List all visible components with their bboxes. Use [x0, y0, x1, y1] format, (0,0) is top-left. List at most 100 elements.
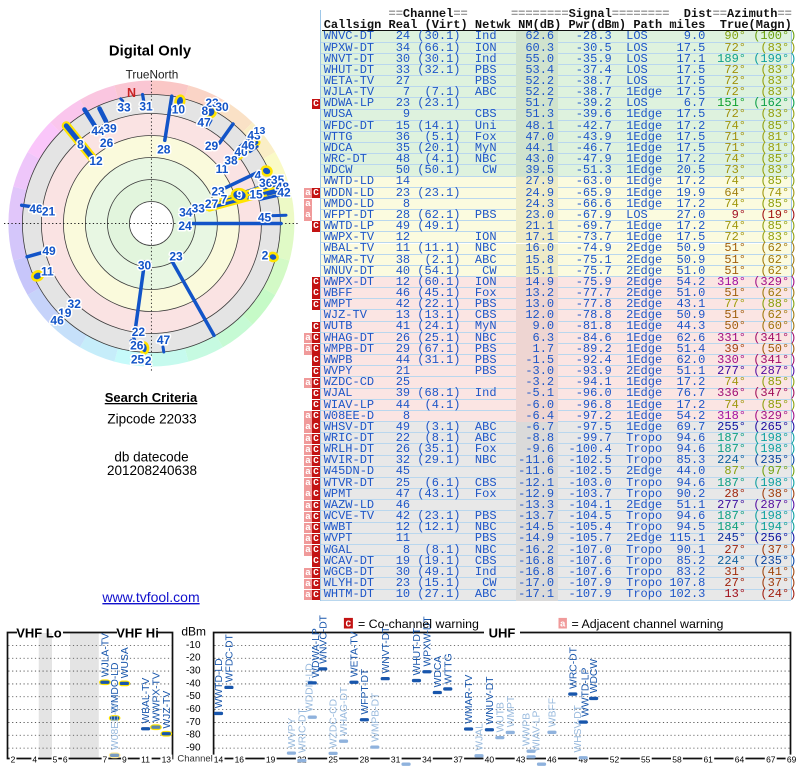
svg-text:47: 47	[157, 333, 171, 347]
svg-text:30: 30	[215, 100, 229, 114]
svg-text:25: 25	[328, 754, 338, 764]
svg-text:-90: -90	[186, 743, 201, 754]
svg-text:WRC-DT: WRC-DT	[568, 646, 579, 688]
svg-text:WWPB: WWPB	[522, 713, 533, 746]
svg-text:46: 46	[29, 202, 43, 216]
svg-text:WNVC-DT: WNVC-DT	[318, 614, 329, 663]
svg-text:Channel: Channel	[177, 754, 212, 765]
svg-text:WUTB: WUTB	[495, 702, 506, 732]
svg-text:WETA-TV: WETA-TV	[350, 631, 361, 677]
svg-text:28: 28	[157, 143, 171, 157]
svg-text:48: 48	[276, 180, 290, 194]
svg-text:36: 36	[259, 176, 273, 190]
svg-text:13: 13	[162, 754, 172, 764]
svg-text:WUSA: WUSA	[120, 647, 131, 678]
svg-text:WHSV-DT: WHSV-DT	[573, 704, 584, 752]
svg-text:29: 29	[205, 139, 219, 153]
svg-text:40: 40	[485, 754, 495, 764]
svg-text:WDDN-LD: WDDN-LD	[305, 663, 316, 712]
svg-text:55: 55	[641, 754, 651, 764]
svg-text:26: 26	[130, 338, 144, 352]
svg-text:13: 13	[254, 125, 266, 137]
svg-text:UHF: UHF	[489, 626, 516, 641]
svg-text:7: 7	[103, 754, 108, 764]
svg-text:43: 43	[247, 129, 261, 143]
svg-text:7: 7	[221, 193, 228, 207]
svg-text:WNUV-DT: WNUV-DT	[485, 676, 496, 725]
svg-text:21: 21	[42, 205, 56, 219]
svg-text:-80: -80	[186, 730, 201, 741]
svg-text:44: 44	[91, 124, 105, 138]
svg-text:-70: -70	[186, 717, 201, 728]
svg-text:WDCW: WDCW	[589, 659, 600, 694]
svg-text:WWTD-LP: WWTD-LP	[580, 668, 591, 717]
svg-text:WRIC-DT: WRIC-DT	[297, 708, 308, 753]
svg-text:WNVT-DT: WNVT-DT	[381, 626, 392, 674]
svg-text:WJLA-TV: WJLA-TV	[101, 633, 112, 677]
svg-text:WWPX-TV: WWPX-TV	[152, 672, 163, 722]
svg-text:4: 4	[255, 169, 262, 183]
svg-text:WHUT-DT: WHUT-DT	[412, 627, 423, 675]
svg-text:61: 61	[703, 754, 713, 764]
svg-text:8: 8	[77, 138, 84, 152]
svg-text:64: 64	[735, 754, 745, 764]
svg-text:-60: -60	[186, 704, 201, 715]
svg-text:33: 33	[117, 101, 131, 115]
svg-text:58: 58	[672, 754, 682, 764]
svg-text:-20: -20	[186, 653, 201, 664]
svg-text:TrueNorth: TrueNorth	[126, 68, 179, 82]
svg-text:2: 2	[262, 249, 269, 263]
svg-text:46: 46	[241, 139, 255, 153]
svg-text:49: 49	[42, 244, 56, 258]
svg-text:11: 11	[141, 754, 150, 764]
svg-text:WDCA: WDCA	[433, 656, 444, 688]
svg-text:WWTD-LD: WWTD-LD	[214, 658, 225, 708]
svg-text:= Adjacent channel warning: = Adjacent channel warning	[572, 617, 724, 631]
svg-text:30: 30	[138, 259, 152, 273]
svg-text:38: 38	[224, 154, 238, 168]
svg-text:2: 2	[11, 754, 16, 764]
svg-text:35: 35	[271, 173, 285, 187]
svg-text:28: 28	[360, 754, 370, 764]
svg-text:25: 25	[131, 353, 145, 367]
svg-text:WMAR-TV: WMAR-TV	[464, 674, 475, 723]
svg-text:22: 22	[132, 325, 146, 339]
svg-text:32: 32	[68, 297, 82, 311]
svg-text:26: 26	[100, 136, 114, 150]
svg-text:Zipcode 22033: Zipcode 22033	[107, 412, 196, 427]
svg-text:19: 19	[58, 306, 72, 320]
svg-text:WDWA-LP: WDWA-LP	[311, 628, 322, 678]
svg-text:WJZ-TV: WJZ-TV	[162, 691, 173, 729]
svg-text:23: 23	[169, 250, 183, 264]
svg-text:11: 11	[41, 265, 54, 279]
svg-text:11: 11	[216, 162, 229, 176]
svg-text:WHAG-DT: WHAG-DT	[339, 686, 350, 736]
svg-text:34: 34	[422, 754, 432, 764]
svg-text:14: 14	[214, 754, 224, 764]
svg-text:15: 15	[249, 187, 263, 201]
svg-text:VHF Hi: VHF Hi	[116, 626, 159, 641]
svg-text:40: 40	[234, 145, 248, 159]
svg-text:9: 9	[122, 754, 127, 764]
svg-text:N: N	[127, 86, 136, 100]
svg-text:= Co-channel warning: = Co-channel warning	[358, 617, 479, 631]
svg-text:27: 27	[205, 197, 219, 211]
svg-text:24: 24	[178, 219, 192, 233]
svg-text:10: 10	[172, 103, 186, 117]
svg-text:C: C	[346, 619, 352, 630]
svg-text:31: 31	[391, 754, 401, 764]
svg-text:VHF Lo: VHF Lo	[16, 626, 62, 641]
svg-text:42: 42	[277, 186, 291, 200]
svg-text:W08EE-D: W08EE-D	[110, 704, 121, 750]
svg-text:5: 5	[53, 754, 58, 764]
svg-text:69: 69	[787, 754, 797, 764]
svg-text:a: a	[560, 619, 566, 630]
svg-text:2: 2	[145, 354, 152, 368]
svg-text:WBAL-TV: WBAL-TV	[141, 678, 152, 724]
svg-text:46: 46	[50, 314, 64, 328]
svg-text:4: 4	[32, 754, 37, 764]
svg-text:WFPT-DT: WFPT-DT	[360, 668, 371, 714]
svg-text:WZDC-CD: WZDC-CD	[329, 699, 340, 748]
svg-text:39: 39	[103, 122, 117, 136]
svg-text:WMDO-LD: WMDO-LD	[110, 663, 121, 713]
